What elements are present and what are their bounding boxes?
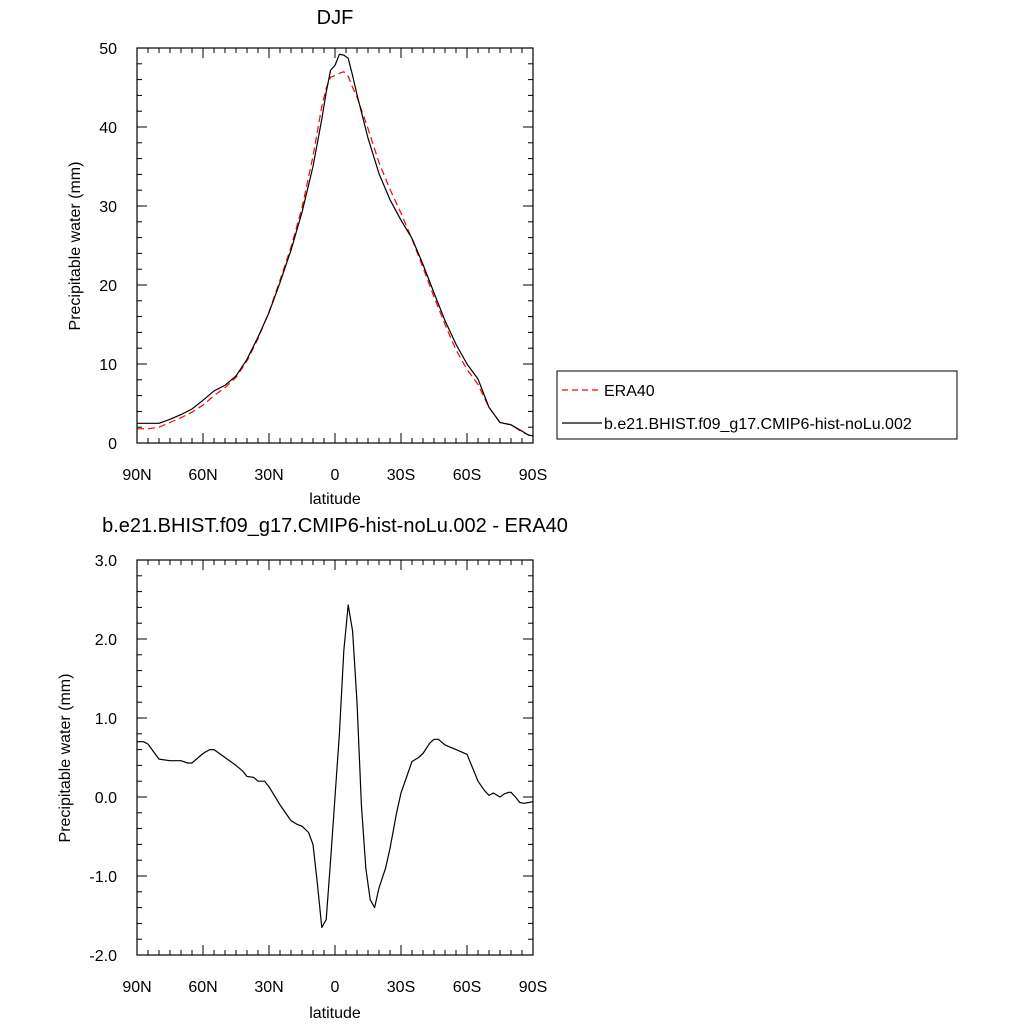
top-legend: ERA40 b.e21.BHIST.f09_g17.CMIP6-hist-noL… — [556, 370, 958, 440]
top-x-tick-label: 0 — [331, 467, 340, 484]
top-plot-frame — [136, 47, 534, 444]
top-y-tick-label: 40 — [99, 120, 117, 137]
bottom-y-tick-label: 3.0 — [95, 553, 117, 570]
bottom-x-tick-label: 30N — [254, 979, 283, 996]
bottom-y-axis-title: Precipitable water (mm) — [57, 674, 74, 843]
top-x-tick-label: 90S — [519, 467, 547, 484]
top-y-tick-label: 0 — [108, 436, 117, 453]
bottom-y-tick-label: 1.0 — [95, 711, 117, 728]
top-y-tick-label: 10 — [99, 357, 117, 374]
bottom-chart-title: b.e21.BHIST.f09_g17.CMIP6-hist-noLu.002 … — [102, 515, 568, 537]
top-x-tick-label: 90N — [122, 467, 151, 484]
bottom-x-tick-label: 30S — [387, 979, 415, 996]
top-y-tick-label: 20 — [99, 278, 117, 295]
top-chart: DJF 90N 60N 30N 0 30S 60S 90S 0 10 20 30 40 50 latit… — [67, 7, 958, 508]
top-chart-title: DJF — [317, 7, 354, 29]
top-y-tick-label: 30 — [99, 199, 117, 216]
bottom-x-tick-label: 0 — [331, 979, 340, 996]
legend-label-era40: ERA40 — [604, 383, 655, 400]
legend-label-model: b.e21.BHIST.f09_g17.CMIP6-hist-noLu.002 — [604, 416, 912, 433]
top-x-tick-label: 30S — [387, 467, 415, 484]
bottom-y-tick-label: 0.0 — [95, 790, 117, 807]
bottom-y-tick-label: -1.0 — [89, 869, 117, 886]
top-series-line-model — [137, 53, 534, 437]
bottom-series-line-difference — [137, 604, 534, 929]
top-x-tick-label: 60S — [453, 467, 481, 484]
bottom-x-tick-label: 60S — [453, 979, 481, 996]
top-y-axis-title: Precipitable water (mm) — [67, 162, 84, 331]
bottom-x-tick-label: 90N — [122, 979, 151, 996]
bottom-y-tick-label: 2.0 — [95, 632, 117, 649]
top-x-tick-label: 60N — [188, 467, 217, 484]
legend-box — [556, 370, 958, 440]
bottom-plot-frame — [136, 559, 534, 956]
bottom-y-tick-label: -2.0 — [89, 948, 117, 965]
bottom-chart: b.e21.BHIST.f09_g17.CMIP6-hist-noLu.002 … — [57, 515, 568, 1022]
top-x-tick-label: 30N — [254, 467, 283, 484]
top-series-line-era40 — [137, 71, 534, 437]
bottom-x-tick-label: 60N — [188, 979, 217, 996]
bottom-x-axis-title: latitude — [309, 1005, 361, 1022]
top-y-tick-label: 50 — [99, 41, 117, 58]
top-x-axis-title: latitude — [309, 491, 361, 508]
bottom-x-tick-label: 90S — [519, 979, 547, 996]
